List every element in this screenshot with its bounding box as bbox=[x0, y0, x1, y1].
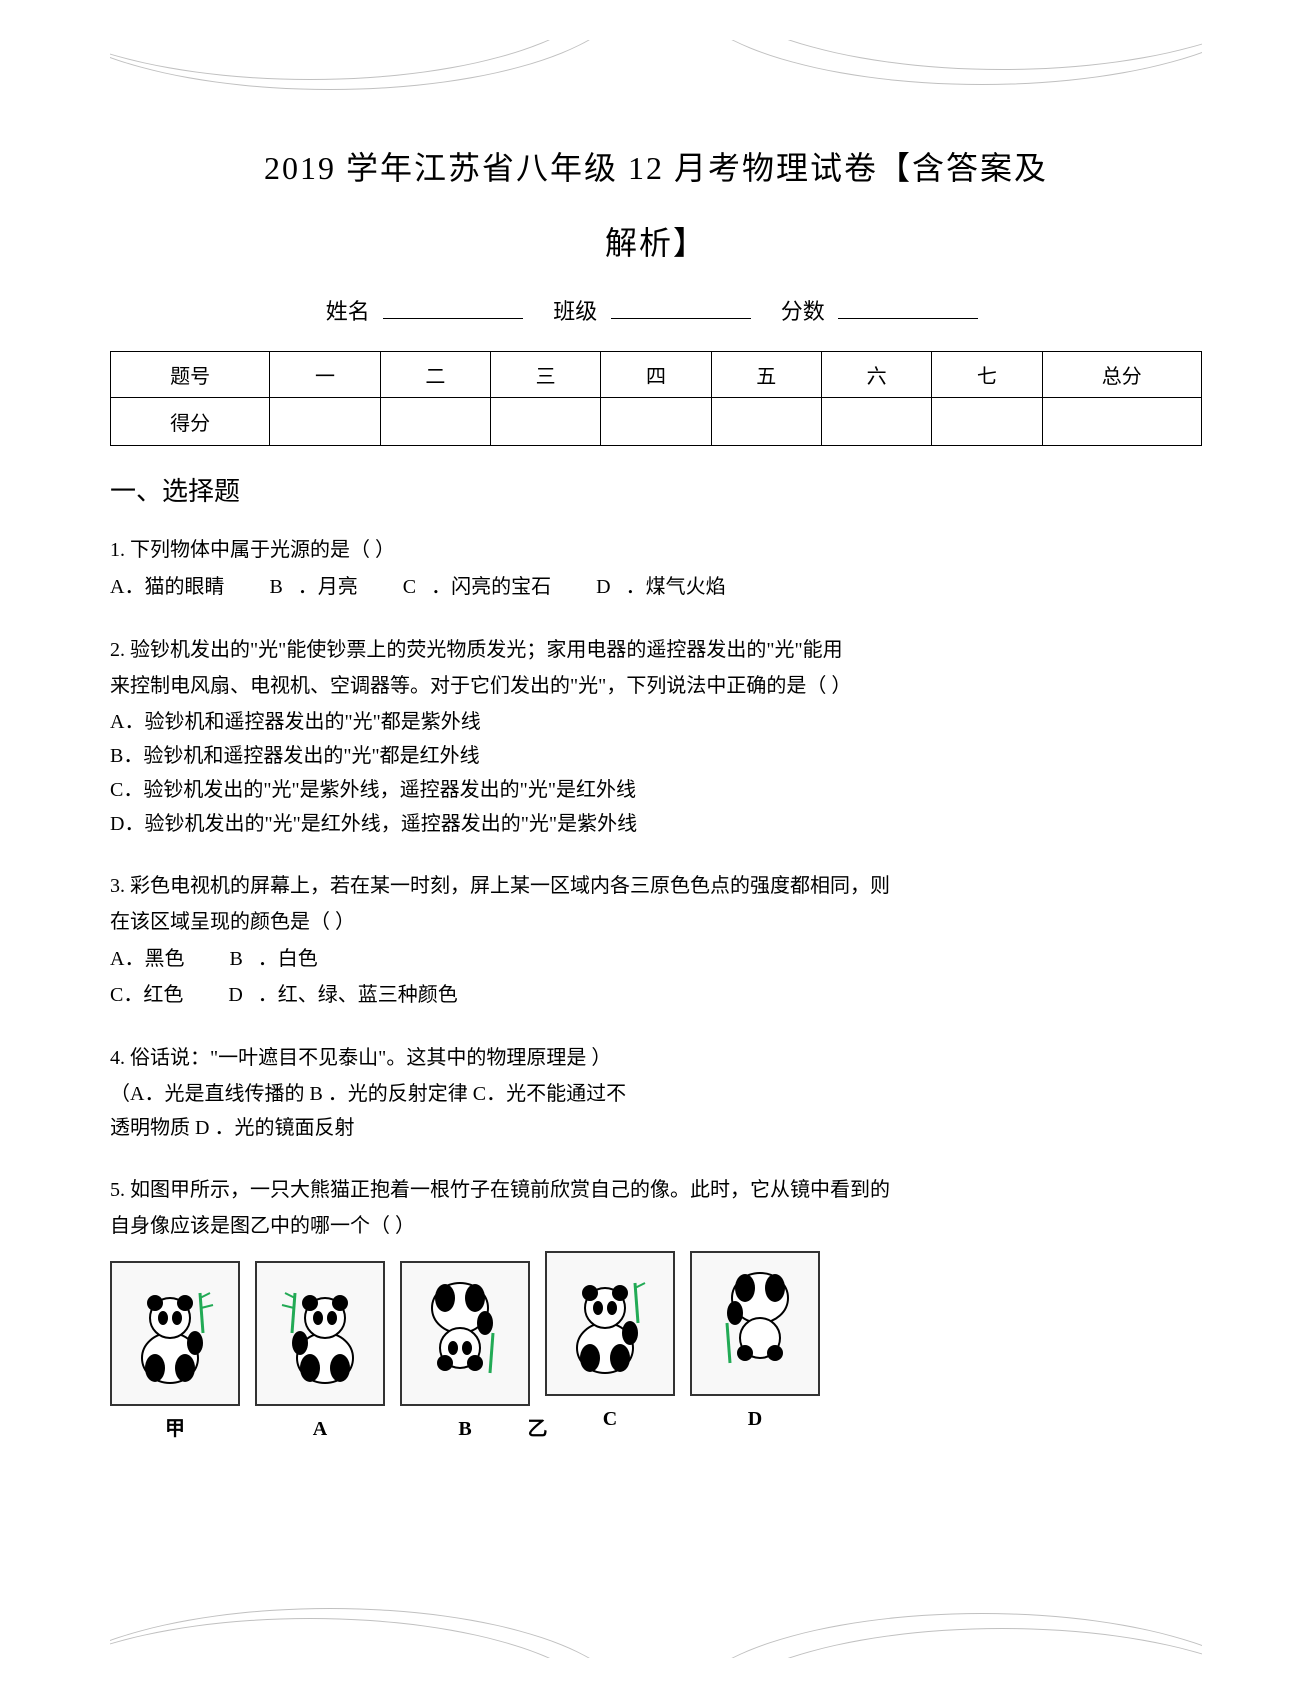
panda-label-c: C bbox=[603, 1402, 617, 1436]
panda-icon bbox=[270, 1273, 370, 1393]
q3-optD: D ．红、绿、蓝三种颜色 bbox=[228, 984, 457, 1006]
question-3: 3. 彩色电视机的屏幕上，若在某一时刻，屏上某一区域内各三原色色点的强度都相同，… bbox=[110, 869, 1202, 1013]
q3-options-row1: A．黑色 B ．白色 bbox=[110, 941, 1202, 977]
score-cell[interactable] bbox=[711, 397, 821, 445]
student-info-line: 姓名 班级 分数 bbox=[110, 294, 1202, 326]
class-blank[interactable] bbox=[611, 297, 751, 319]
panda-icon bbox=[705, 1263, 805, 1383]
q2-optB: B．验钞机和遥控器发出的"光"都是红外线 bbox=[110, 739, 1202, 773]
bottom-decoration bbox=[110, 1598, 1202, 1658]
score-cell[interactable] bbox=[601, 397, 711, 445]
q3-optB: B ．白色 bbox=[229, 948, 317, 970]
panda-option-c: C bbox=[545, 1251, 675, 1436]
panda-box-b bbox=[400, 1261, 530, 1406]
panda-images-row: 甲 bbox=[110, 1251, 1202, 1446]
q1-optA: A．猫的眼睛 bbox=[110, 576, 224, 598]
header-cell: 总分 bbox=[1042, 351, 1201, 397]
q5-stem2: 自身像应该是图乙中的哪一个（ ） bbox=[110, 1209, 1202, 1243]
q2-optD: D．验钞机发出的"光"是红外线，遥控器发出的"光"是紫外线 bbox=[110, 807, 1202, 841]
header-cell: 七 bbox=[932, 351, 1042, 397]
q3-optA: A．黑色 bbox=[110, 948, 184, 970]
score-table: 题号 一 二 三 四 五 六 七 总分 得分 bbox=[110, 351, 1202, 446]
panda-option-d: D bbox=[690, 1251, 820, 1436]
header-cell: 六 bbox=[821, 351, 931, 397]
exam-page: 2019 学年江苏省八年级 12 月考物理试卷【含答案及 解析】 姓名 班级 分… bbox=[0, 0, 1312, 1698]
header-cell: 题号 bbox=[111, 351, 270, 397]
q2-options: A．验钞机和遥控器发出的"光"都是紫外线 B．验钞机和遥控器发出的"光"都是红外… bbox=[110, 705, 1202, 841]
panda-label-b: B bbox=[458, 1412, 471, 1446]
q4-stem: 4. 俗话说："一叶遮目不见泰山"。这其中的物理原理是 ） bbox=[110, 1041, 1202, 1075]
panda-reference: 甲 bbox=[110, 1261, 240, 1446]
q2-optA: A．验钞机和遥控器发出的"光"都是紫外线 bbox=[110, 705, 1202, 739]
header-cell: 三 bbox=[490, 351, 600, 397]
score-cell[interactable] bbox=[380, 397, 490, 445]
panda-label-d: D bbox=[748, 1402, 762, 1436]
score-cell[interactable] bbox=[1042, 397, 1201, 445]
panda-option-a: A bbox=[255, 1261, 385, 1446]
score-label: 分数 bbox=[781, 299, 825, 324]
panda-icon bbox=[125, 1273, 225, 1393]
score-cell[interactable] bbox=[490, 397, 600, 445]
score-row-label: 得分 bbox=[111, 397, 270, 445]
q1-optB: B ．月亮 bbox=[269, 576, 357, 598]
exam-title-line2: 解析】 bbox=[110, 218, 1202, 264]
name-label: 姓名 bbox=[326, 299, 370, 324]
question-4: 4. 俗话说："一叶遮目不见泰山"。这其中的物理原理是 ） （A．光是直线传播的… bbox=[110, 1041, 1202, 1145]
question-5: 5. 如图甲所示，一只大熊猫正抱着一根竹子在镜前欣赏自己的像。此时，它从镜中看到… bbox=[110, 1173, 1202, 1446]
score-cell[interactable] bbox=[270, 397, 380, 445]
q2-stem1: 2. 验钞机发出的"光"能使钞票上的荧光物质发光；家用电器的遥控器发出的"光"能… bbox=[110, 633, 1202, 667]
panda-icon bbox=[415, 1273, 515, 1393]
panda-label-a: A bbox=[313, 1412, 327, 1446]
question-2: 2. 验钞机发出的"光"能使钞票上的荧光物质发光；家用电器的遥控器发出的"光"能… bbox=[110, 633, 1202, 841]
header-cell: 五 bbox=[711, 351, 821, 397]
section-1-header: 一、选择题 bbox=[110, 471, 1202, 508]
q2-stem2: 来控制电风扇、电视机、空调器等。对于它们发出的"光"，下列说法中正确的是（ ） bbox=[110, 669, 1202, 703]
panda-box-c bbox=[545, 1251, 675, 1396]
q3-optC: C．红色 bbox=[110, 984, 183, 1006]
score-cell[interactable] bbox=[821, 397, 931, 445]
header-cell: 四 bbox=[601, 351, 711, 397]
q1-optC: C ．闪亮的宝石 bbox=[403, 576, 551, 598]
panda-box-a bbox=[255, 1261, 385, 1406]
top-decoration bbox=[110, 40, 1202, 100]
panda-label-ref: 甲 bbox=[165, 1412, 185, 1446]
panda-option-b: B bbox=[400, 1261, 530, 1446]
score-table-score-row: 得分 bbox=[111, 397, 1202, 445]
q4-line3: 透明物质 D ．光的镜面反射 bbox=[110, 1111, 1202, 1145]
panda-icon bbox=[560, 1263, 660, 1383]
score-table-header-row: 题号 一 二 三 四 五 六 七 总分 bbox=[111, 351, 1202, 397]
q5-stem1: 5. 如图甲所示，一只大熊猫正抱着一根竹子在镜前欣赏自己的像。此时，它从镜中看到… bbox=[110, 1173, 1202, 1207]
q4-line2: （A．光是直线传播的 B ．光的反射定律 C．光不能通过不 bbox=[110, 1077, 1202, 1111]
score-blank[interactable] bbox=[838, 297, 978, 319]
q2-optC: C．验钞机发出的"光"是紫外线，遥控器发出的"光"是红外线 bbox=[110, 773, 1202, 807]
panda-box-d bbox=[690, 1251, 820, 1396]
panda-group-c-d: C bbox=[545, 1251, 820, 1446]
q3-options-row2: C．红色 D ．红、绿、蓝三种颜色 bbox=[110, 977, 1202, 1013]
question-1: 1. 下列物体中属于光源的是（ ） A．猫的眼睛 B ．月亮 C ．闪亮的宝石 … bbox=[110, 533, 1202, 605]
q1-stem: 1. 下列物体中属于光源的是（ ） bbox=[110, 533, 1202, 567]
header-cell: 一 bbox=[270, 351, 380, 397]
panda-box-ref bbox=[110, 1261, 240, 1406]
score-cell[interactable] bbox=[932, 397, 1042, 445]
q1-options: A．猫的眼睛 B ．月亮 C ．闪亮的宝石 D ．煤气火焰 bbox=[110, 569, 1202, 605]
exam-title-line1: 2019 学年江苏省八年级 12 月考物理试卷【含答案及 bbox=[110, 140, 1202, 198]
panda-group-label: 乙 bbox=[528, 1412, 548, 1446]
q3-stem1: 3. 彩色电视机的屏幕上，若在某一时刻，屏上某一区域内各三原色色点的强度都相同，… bbox=[110, 869, 1202, 903]
name-blank[interactable] bbox=[383, 297, 523, 319]
q1-optD: D ．煤气火焰 bbox=[596, 576, 725, 598]
class-label: 班级 bbox=[553, 299, 597, 324]
q3-stem2: 在该区域呈现的颜色是（ ） bbox=[110, 905, 1202, 939]
header-cell: 二 bbox=[380, 351, 490, 397]
